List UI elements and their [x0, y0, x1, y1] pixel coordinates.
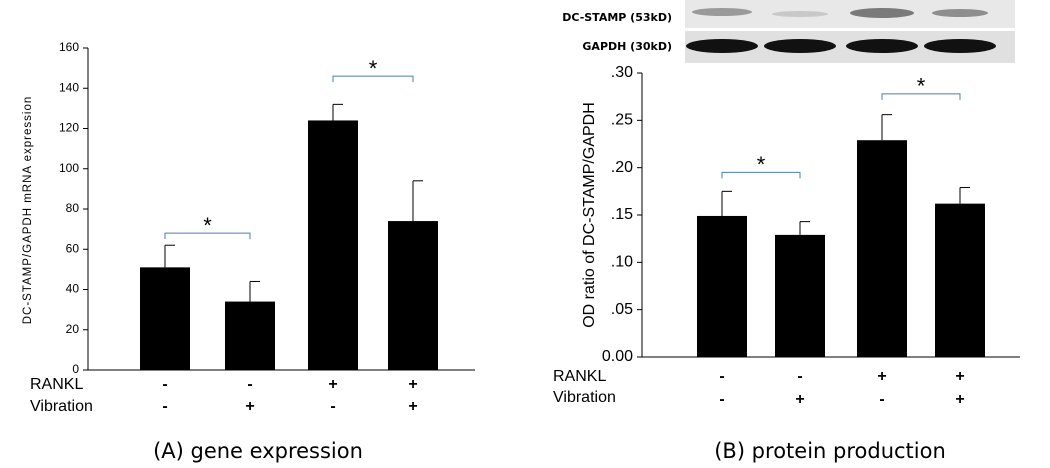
- condition-label: +: [877, 368, 886, 385]
- significance-bracket: [721, 171, 801, 179]
- condition-label: -: [330, 398, 335, 415]
- bar: [140, 267, 190, 370]
- y-tick-label: .25: [611, 112, 633, 129]
- condition-label: +: [795, 391, 804, 408]
- condition-label: -: [879, 391, 884, 408]
- condition-label: +: [408, 376, 417, 393]
- y-tick-label: 100: [59, 161, 79, 175]
- significance-label: *: [203, 213, 212, 238]
- significance-bracket: [332, 75, 414, 83]
- bar: [225, 301, 275, 370]
- row-label: RANKL: [30, 376, 83, 393]
- y-axis-label: OD ratio of DC-STAMP/GAPDH: [581, 102, 598, 328]
- y-tick-label: 0: [72, 362, 79, 376]
- significance-bracket: [164, 232, 251, 240]
- caption: (A) gene expression: [153, 439, 363, 463]
- y-tick-label: .30: [611, 64, 633, 81]
- bar: [697, 215, 747, 357]
- row-label: Vibration: [30, 398, 93, 415]
- bar: [775, 234, 825, 357]
- blot-label: DC-STAMP (53kD): [562, 11, 672, 24]
- blot-label: GAPDH (30kD): [582, 40, 672, 53]
- condition-label: -: [719, 368, 724, 385]
- row-label: Vibration: [553, 389, 616, 406]
- y-tick-label: .05: [611, 301, 633, 318]
- caption: (B) protein production: [714, 439, 946, 463]
- y-tick-label: .10: [611, 254, 633, 271]
- bar: [935, 203, 985, 357]
- bar: [388, 221, 438, 370]
- significance-label: *: [917, 74, 926, 99]
- condition-label: -: [162, 376, 167, 393]
- condition-label: +: [328, 376, 337, 393]
- significance-label: *: [757, 152, 766, 177]
- y-tick-label: 20: [66, 322, 80, 336]
- y-tick-label: 140: [59, 80, 79, 94]
- y-tick-label: .20: [611, 159, 633, 176]
- condition-label: +: [955, 391, 964, 408]
- condition-label: +: [408, 398, 417, 415]
- condition-label: -: [719, 391, 724, 408]
- row-label: RANKL: [553, 368, 606, 385]
- condition-label: +: [955, 368, 964, 385]
- y-axis-label: DC-STAMP/GAPDH mRNA expression: [22, 96, 34, 325]
- condition-label: -: [247, 376, 252, 393]
- y-tick-label: 0.00: [602, 348, 633, 365]
- western-blot: [685, 0, 1015, 63]
- significance-label: *: [369, 56, 378, 81]
- y-tick-label: 60: [66, 241, 80, 255]
- condition-label: -: [797, 368, 802, 385]
- y-tick-label: 80: [66, 201, 80, 215]
- y-tick-label: 40: [66, 282, 80, 296]
- y-tick-label: 120: [59, 121, 79, 135]
- condition-label: -: [162, 398, 167, 415]
- condition-label: +: [245, 398, 254, 415]
- y-tick-label: .15: [611, 206, 633, 223]
- y-tick-label: 160: [59, 40, 79, 54]
- bar: [857, 140, 907, 357]
- significance-bracket: [881, 93, 961, 100]
- bar: [308, 120, 358, 370]
